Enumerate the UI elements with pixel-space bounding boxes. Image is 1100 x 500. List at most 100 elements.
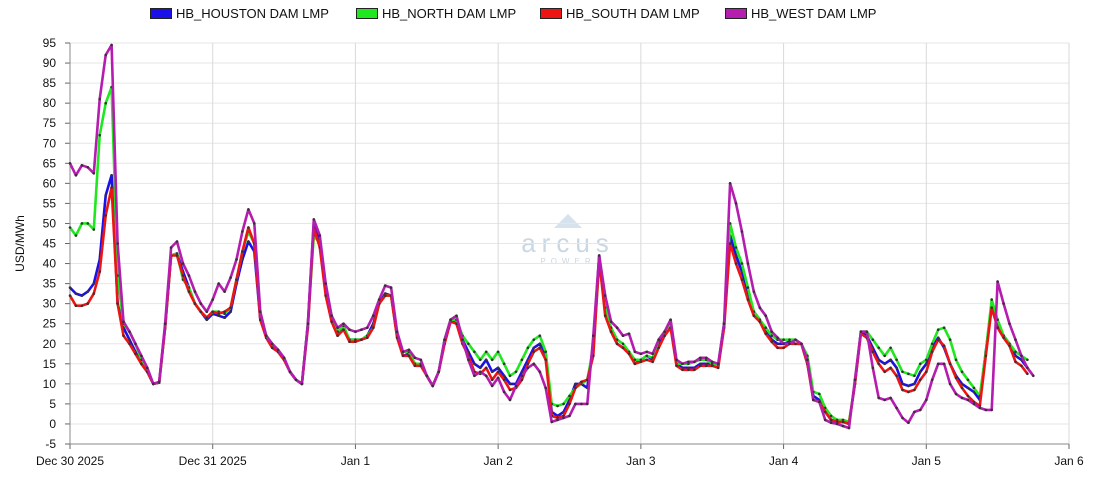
data-point: [794, 342, 797, 346]
legend-item[interactable]: HB_WEST DAM LMP: [725, 6, 876, 21]
data-point: [354, 340, 357, 344]
legend-item[interactable]: HB_NORTH DAM LMP: [356, 6, 516, 21]
y-tick-label: 70: [43, 136, 57, 150]
data-point: [264, 334, 268, 338]
data-point: [473, 350, 476, 354]
data-point: [877, 346, 880, 350]
data-point: [80, 222, 84, 225]
data-point: [603, 294, 607, 297]
data-point: [538, 334, 542, 338]
data-point: [740, 262, 744, 265]
data-point: [615, 326, 619, 330]
data-point: [716, 362, 720, 366]
data-point: [496, 376, 500, 380]
data-point: [829, 418, 833, 422]
data-point: [925, 398, 928, 402]
data-point: [764, 314, 767, 318]
data-point: [205, 310, 209, 314]
legend-item[interactable]: HB_SOUTH DAM LMP: [540, 6, 700, 21]
data-point: [544, 358, 547, 362]
data-point: [936, 338, 940, 342]
y-tick-label: 90: [43, 56, 57, 70]
data-point: [705, 362, 708, 366]
data-point: [211, 298, 214, 301]
data-point: [568, 414, 571, 418]
data-point: [86, 222, 90, 225]
data-point: [223, 316, 226, 320]
data-point: [687, 360, 690, 364]
data-point: [181, 274, 185, 277]
data-point: [140, 354, 143, 358]
y-axis-title: USD/MWh: [13, 215, 27, 272]
data-point: [479, 358, 482, 362]
data-point: [841, 420, 845, 424]
x-tick-label: Dec 31 2025: [179, 454, 247, 468]
data-point: [217, 312, 220, 316]
data-point: [484, 374, 488, 378]
data-point: [930, 350, 934, 354]
data-point: [990, 306, 993, 310]
data-point: [544, 386, 547, 390]
data-point: [746, 286, 750, 289]
data-point: [913, 388, 916, 392]
y-tick-label: 75: [43, 116, 57, 130]
data-point: [913, 410, 916, 414]
data-point: [366, 336, 369, 340]
data-point: [942, 344, 946, 348]
data-point: [651, 352, 654, 356]
data-point: [657, 346, 660, 350]
data-point: [461, 338, 464, 342]
y-tick-label: 20: [43, 337, 57, 351]
data-point: [175, 240, 179, 243]
data-point: [348, 340, 351, 344]
data-point: [342, 328, 345, 332]
data-point: [532, 338, 536, 342]
data-point: [354, 330, 357, 334]
data-point: [157, 380, 161, 384]
data-point: [270, 342, 274, 346]
data-point: [532, 350, 536, 354]
data-point: [788, 338, 791, 342]
y-tick-label: 25: [43, 317, 57, 331]
data-point: [336, 326, 339, 330]
x-tick-label: Jan 4: [769, 454, 799, 468]
data-point: [217, 282, 220, 285]
data-point: [419, 358, 423, 362]
data-point: [502, 362, 506, 366]
data-point: [490, 384, 494, 388]
data-point: [746, 298, 750, 301]
data-point: [526, 362, 530, 366]
data-point: [431, 384, 435, 388]
y-tick-label: 80: [43, 96, 57, 110]
data-point: [758, 306, 762, 310]
legend-swatch: [540, 8, 562, 19]
data-point: [954, 358, 958, 362]
data-point: [710, 364, 714, 368]
data-point: [687, 366, 690, 370]
data-point: [330, 314, 333, 318]
data-point: [92, 292, 96, 295]
data-point: [705, 364, 708, 368]
data-point: [966, 386, 970, 390]
data-point: [835, 422, 839, 426]
data-point: [990, 408, 993, 412]
data-point: [502, 378, 506, 382]
data-point: [1032, 374, 1035, 378]
data-point: [764, 332, 767, 336]
data-point: [98, 97, 101, 101]
data-point: [68, 286, 72, 289]
data-point: [526, 366, 530, 370]
data-point: [80, 304, 84, 308]
data-point: [122, 334, 125, 338]
data-point: [580, 380, 583, 384]
legend-swatch: [356, 8, 378, 19]
legend-item[interactable]: HB_HOUSTON DAM LMP: [150, 6, 329, 21]
data-point: [752, 314, 756, 318]
data-point: [294, 378, 298, 382]
data-point: [907, 390, 910, 394]
data-point: [990, 298, 993, 301]
data-point: [948, 382, 952, 386]
chart-legend: HB_HOUSTON DAM LMP HB_NORTH DAM LMP HB_SOU…: [0, 6, 1100, 28]
data-point: [734, 202, 738, 205]
data-point: [883, 370, 886, 374]
